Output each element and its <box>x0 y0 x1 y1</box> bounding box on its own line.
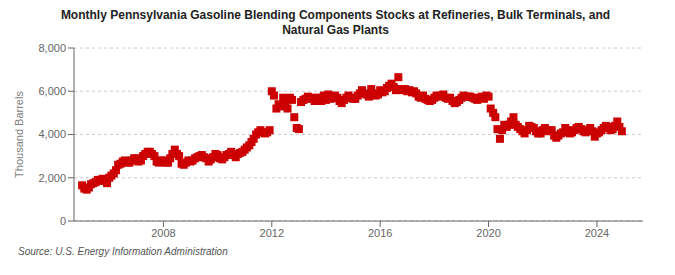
svg-text:2024: 2024 <box>585 227 609 239</box>
svg-text:0: 0 <box>60 215 66 227</box>
svg-text:2,000: 2,000 <box>38 172 66 184</box>
svg-text:2008: 2008 <box>151 227 175 239</box>
svg-text:6,000: 6,000 <box>38 85 66 97</box>
svg-text:Thousand Barrels: Thousand Barrels <box>13 91 25 178</box>
html-text:Source: U.S. Energy Informatio: Source: U.S. Energy Information Administ… <box>18 246 228 257</box>
svg-text:4,000: 4,000 <box>38 128 66 140</box>
html-text:Monthly Pennsylvania Gasoline: Monthly Pennsylvania Gasoline Blending C… <box>60 8 611 37</box>
svg-text:2016: 2016 <box>368 227 392 239</box>
svg-text:8,000: 8,000 <box>38 42 66 54</box>
svg-text:2012: 2012 <box>260 227 284 239</box>
svg-text:2020: 2020 <box>476 227 500 239</box>
